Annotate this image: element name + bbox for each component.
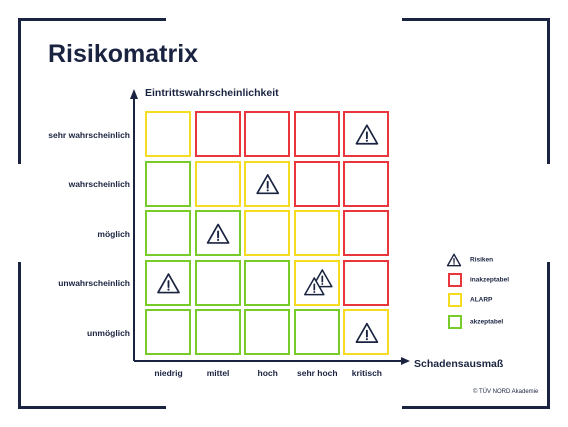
warning-triangle-icon: [157, 273, 180, 294]
matrix-cell: [244, 210, 291, 257]
legend-swatch-inakzeptabel: [448, 273, 462, 287]
y-axis-label: unwahrscheinlich: [58, 278, 130, 289]
matrix-cell: [244, 259, 291, 306]
legend-swatch-alarp: [448, 293, 462, 307]
y-axis-label: möglich: [97, 228, 130, 239]
matrix-cell: [293, 210, 340, 257]
legend-label-risiken: Risiken: [470, 256, 494, 264]
matrix-cell: [244, 111, 291, 157]
warning-triangle-icon: [304, 277, 325, 296]
matrix-cell: [194, 309, 241, 356]
x-axis-label: sehr hoch: [296, 368, 338, 378]
x-axis-label: niedrig: [154, 368, 183, 378]
warning-triangle-icon: [355, 322, 379, 343]
matrix-cell: [244, 309, 291, 356]
matrix-cell: [145, 309, 191, 356]
frame-corner-bottom-left-h: [18, 406, 166, 409]
legend-label-alarp: ALARP: [470, 296, 493, 304]
matrix-cell: [194, 210, 241, 257]
frame-corner-top-left-v: [18, 18, 21, 164]
matrix-cell: [244, 160, 291, 207]
x-axis-title: Schadensausmaß: [414, 358, 504, 370]
frame-corner-top-right-v: [547, 18, 550, 164]
frame-corner-bottom-left-v: [18, 262, 21, 409]
y-axis-label: unmöglich: [87, 327, 130, 338]
warning-triangle-icon: [206, 223, 230, 244]
matrix-cell: [145, 111, 191, 157]
x-axis-label: mittel: [206, 368, 230, 378]
matrix-cell: [293, 111, 340, 157]
warning-triangle-icon: [256, 174, 280, 195]
matrix-cell: [145, 160, 191, 207]
frame-corner-bottom-right-v: [547, 262, 550, 409]
warning-triangle-icon: [355, 124, 379, 145]
matrix-cell: [293, 160, 340, 207]
legend-swatch-akzeptabel: [448, 315, 462, 329]
frame-corner-bottom-right-h: [402, 406, 550, 409]
frame-corner-top-right-h: [402, 18, 550, 21]
matrix-cell: [194, 259, 241, 306]
frame-corner-top-left-h: [18, 18, 166, 21]
matrix-cell: [343, 259, 390, 306]
copyright: © TÜV NORD Akademie: [473, 389, 539, 395]
page-title: Risikomatrix: [48, 40, 199, 68]
warning-triangle-icon: [446, 253, 462, 267]
legend-label-inakzeptabel: inakzeptabel: [470, 276, 510, 284]
matrix-cell: [145, 210, 191, 257]
matrix-cell: [293, 309, 340, 356]
matrix-cell: [194, 111, 241, 157]
matrix-cell: [343, 309, 390, 356]
matrix-cell: [194, 160, 241, 207]
matrix-cell: [343, 160, 390, 207]
y-axis-label: wahrscheinlich: [68, 179, 130, 190]
legend-risk-icon: [446, 253, 462, 267]
x-axis-label: kritisch: [351, 368, 383, 378]
y-axis-label: sehr wahrscheinlich: [48, 129, 130, 140]
matrix-cell: [343, 210, 390, 257]
y-axis-title: Eintrittswahrscheinlichkeit: [145, 87, 279, 99]
legend-label-akzeptabel: akzeptabel: [470, 318, 504, 326]
x-axis-label: hoch: [257, 368, 278, 378]
